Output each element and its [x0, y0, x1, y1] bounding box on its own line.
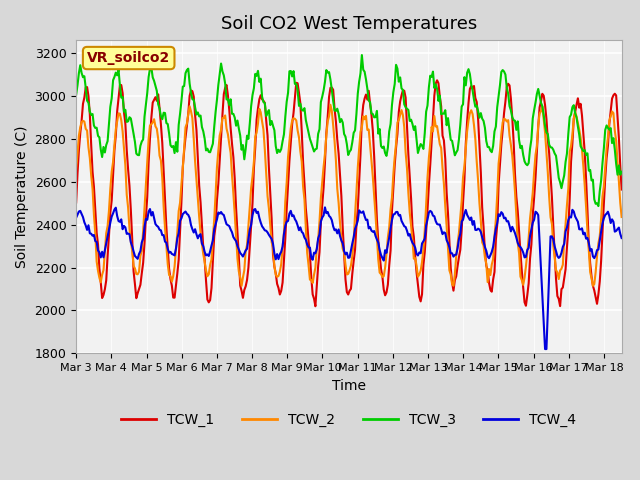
TCW_3	[618, 169, 625, 175]
TCW_1	[312, 303, 319, 309]
TCW_1	[72, 200, 80, 205]
X-axis label: Time: Time	[332, 379, 366, 393]
TCW_1	[250, 166, 258, 171]
TCW_3	[288, 73, 296, 79]
TCW_2	[418, 259, 426, 265]
TCW_2	[237, 283, 245, 289]
Text: VR_soilco2: VR_soilco2	[87, 51, 170, 65]
TCW_2	[138, 248, 146, 254]
Line: TCW_1: TCW_1	[76, 80, 621, 306]
Line: TCW_2: TCW_2	[76, 105, 621, 286]
TCW_4	[417, 251, 424, 256]
TCW_2	[72, 166, 80, 172]
TCW_3	[72, 92, 80, 97]
TCW_4	[321, 204, 329, 210]
TCW_3	[417, 141, 424, 147]
Title: Soil CO2 West Temperatures: Soil CO2 West Temperatures	[221, 15, 477, 33]
TCW_4	[138, 240, 146, 245]
Y-axis label: Soil Temperature (C): Soil Temperature (C)	[15, 125, 29, 268]
TCW_2	[618, 214, 625, 220]
TCW_1	[468, 86, 476, 92]
TCW_1	[433, 77, 441, 83]
TCW_1	[288, 121, 296, 127]
TCW_3	[595, 203, 602, 209]
Legend: TCW_1, TCW_2, TCW_3, TCW_4: TCW_1, TCW_2, TCW_3, TCW_4	[116, 408, 582, 432]
TCW_2	[326, 102, 334, 108]
TCW_2	[252, 134, 259, 140]
TCW_4	[618, 235, 625, 241]
TCW_2	[468, 111, 476, 117]
Line: TCW_4: TCW_4	[76, 207, 621, 349]
TCW_4	[72, 215, 80, 221]
TCW_4	[541, 346, 549, 352]
TCW_3	[467, 82, 475, 87]
TCW_4	[288, 213, 296, 219]
TCW_3	[470, 97, 478, 103]
TCW_3	[250, 85, 258, 91]
TCW_3	[138, 139, 146, 144]
TCW_1	[472, 95, 479, 101]
TCW_3	[358, 52, 365, 58]
TCW_1	[138, 270, 146, 276]
TCW_4	[467, 215, 475, 220]
TCW_2	[472, 136, 479, 142]
TCW_4	[470, 218, 478, 224]
TCW_4	[250, 207, 258, 213]
Line: TCW_3: TCW_3	[76, 55, 621, 206]
TCW_2	[290, 115, 298, 121]
TCW_1	[417, 299, 424, 304]
TCW_1	[618, 187, 625, 192]
